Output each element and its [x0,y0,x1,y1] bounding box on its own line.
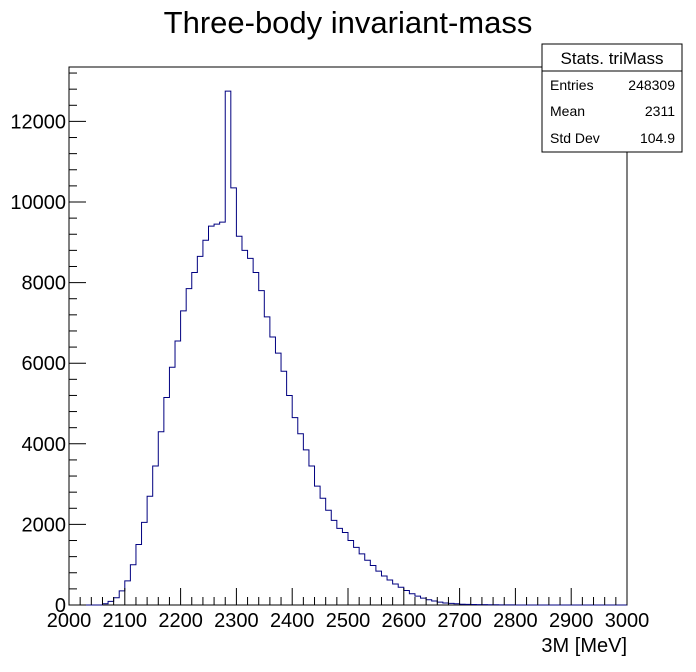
x-tick-label: 2500 [326,610,371,632]
histogram-bin [119,591,125,605]
histogram-bin [142,522,148,605]
histogram-bin [236,236,242,605]
histogram-bin [220,222,226,605]
x-tick-label: 2600 [382,610,427,632]
x-tick-label: 2400 [270,610,315,632]
stats-stddev-label: Std Dev [550,130,600,146]
histogram-bin [242,250,248,605]
y-tick-label: 2000 [22,514,67,536]
stats-entries-value: 248309 [628,77,675,93]
histogram-bin [287,395,293,605]
x-tick-label: 2300 [214,610,259,632]
stats-mean-label: Mean [550,103,585,119]
histogram-bin [203,240,209,605]
histogram-bin [136,545,142,605]
histogram-bin [432,601,438,605]
histogram-bin [365,560,371,605]
stats-stddev-value: 104.9 [640,130,675,146]
x-tick-label: 2900 [549,610,594,632]
stats-box-frame [541,43,683,153]
y-tick-label: 0 [55,595,66,617]
histogram-bin [292,418,298,605]
histogram-bin [387,580,393,605]
histogram-bin [259,291,265,605]
x-tick-label: 2700 [437,610,482,632]
x-axis-title: 3M [MeV] [541,635,627,657]
stats-mean-value: 2311 [645,103,675,119]
histogram-bin [186,289,192,605]
histogram-bin [181,311,187,605]
stats-box: Stats. triMass Entries 248309 Mean 2311 … [541,43,683,153]
y-axis: 0 2000 4000 6000 8000 10000 12000 [10,72,86,617]
stats-entries-label: Entries [550,77,594,93]
histogram-bin [421,598,427,605]
histogram-bin [309,466,315,605]
histogram-bin [354,547,360,605]
histogram-bin [253,273,259,605]
histogram-bin [398,587,404,605]
histogram-bin [348,541,354,605]
y-tick-label: 6000 [22,353,67,375]
histogram-bin [342,532,348,605]
histogram-bin [169,367,175,605]
histogram-bin [337,528,343,605]
x-tick-label: 2100 [103,610,148,632]
x-tick-label: 3000 [605,610,650,632]
histogram-bin [320,498,326,605]
histogram-bin [359,554,365,605]
histogram-bin [303,450,309,605]
histogram-bin [158,432,164,605]
histogram-bin [248,258,254,605]
histogram-bin [281,371,287,605]
y-tick-label: 10000 [10,192,66,214]
histogram-bin [326,510,332,605]
histogram-outline [69,90,627,606]
histogram-bin [404,590,410,605]
histogram-bin [231,188,237,605]
histogram-bin [175,341,181,605]
histogram-bin [393,584,399,605]
histogram-bin [130,565,136,605]
histogram-bin [426,600,432,605]
x-tick-label: 2000 [47,610,92,632]
y-tick-label: 4000 [22,434,67,456]
histogram-bin [192,273,198,605]
histogram-bin [409,594,415,605]
histogram-bin [225,91,231,605]
stats-box-header: Stats. triMass [561,49,664,68]
histogram-bin [415,596,421,605]
histogram-bin [209,226,215,605]
histogram-bin [275,353,281,605]
histogram-bin [264,317,270,605]
histogram-bin [298,434,304,605]
y-tick-label: 8000 [22,273,67,295]
histogram-bin [147,496,153,605]
x-axis: 2000 2100 2200 2300 2400 2500 2600 2700 2800 2900… [47,588,650,632]
chart-title: Three-body invariant-mass [164,5,533,40]
histogram-bin [114,598,120,605]
histogram-bin [214,224,220,605]
histogram-bin [370,566,376,605]
histogram-bin [164,397,170,605]
x-tick-label: 2800 [493,610,538,632]
histogram-bin [376,571,382,605]
x-tick-label: 2200 [158,610,203,632]
y-tick-label: 12000 [10,111,66,133]
histogram-bin [108,601,114,605]
histogram-bin [381,576,387,605]
histogram-bin [197,256,203,605]
histogram-bin [153,466,159,605]
histogram-bin [331,520,337,605]
histogram-bin [125,581,131,605]
histogram-bin [270,337,276,605]
histogram-bin [315,486,321,605]
